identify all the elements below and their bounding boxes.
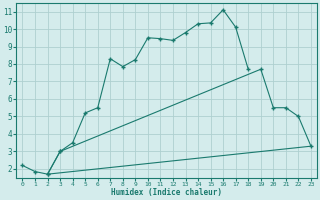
X-axis label: Humidex (Indice chaleur): Humidex (Indice chaleur) (111, 188, 222, 197)
